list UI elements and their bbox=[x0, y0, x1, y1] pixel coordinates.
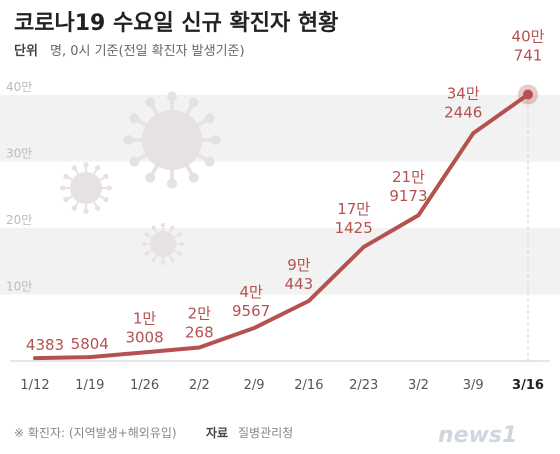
data-label-line: 268 bbox=[185, 324, 214, 342]
x-tick-label: 2/16 bbox=[294, 378, 323, 393]
data-label-line: 40만 bbox=[512, 28, 545, 46]
y-axis-ticks: 10만 20만 30만 40만 bbox=[6, 80, 32, 294]
data-label-line: 1425 bbox=[335, 219, 373, 237]
x-tick-label: 2/2 bbox=[189, 378, 210, 393]
band-0 bbox=[0, 95, 560, 162]
data-label: 5804 bbox=[71, 335, 109, 353]
data-label-line: 741 bbox=[514, 47, 543, 65]
data-label-line: 4만 bbox=[239, 283, 263, 301]
y-tick-label: 20만 bbox=[6, 213, 32, 227]
data-label-line: 9567 bbox=[232, 302, 270, 320]
footnote: ※ 확진자: (지역발생+해외유입) bbox=[14, 426, 177, 440]
data-label-line: 9173 bbox=[389, 187, 427, 205]
y-tick-label: 30만 bbox=[6, 147, 32, 161]
virus-icon-small bbox=[141, 222, 185, 266]
band-1 bbox=[0, 228, 560, 295]
y-tick-label: 10만 bbox=[6, 280, 32, 294]
data-label-line: 443 bbox=[285, 275, 314, 293]
data-label-line: 17만 bbox=[337, 200, 370, 218]
unit-label: 단위 bbox=[14, 43, 38, 59]
virus-decoration bbox=[60, 91, 221, 266]
source-text: 질병관리청 bbox=[238, 426, 293, 440]
chart-title: 코로나19 수요일 신규 확진자 현황 bbox=[14, 11, 338, 36]
x-tick-label: 1/19 bbox=[75, 378, 104, 393]
x-tick-label: 2/9 bbox=[244, 378, 265, 393]
data-label-line: 4383 bbox=[26, 336, 64, 354]
x-tick-label: 3/9 bbox=[463, 378, 484, 393]
x-tick-label: 2/23 bbox=[349, 378, 378, 393]
data-label: 4383 bbox=[26, 336, 64, 354]
unit-description: 명, 0시 기준(전일 확진자 발생기준) bbox=[50, 44, 245, 59]
background-bands bbox=[0, 95, 560, 295]
data-label-line: 1만 bbox=[133, 309, 157, 327]
data-label-line: 5804 bbox=[71, 335, 109, 353]
data-label-line: 21만 bbox=[392, 168, 425, 186]
x-tick-label: 3/16 bbox=[512, 378, 544, 393]
data-label-line: 9만 bbox=[287, 256, 311, 274]
x-tick-label: 1/26 bbox=[130, 378, 159, 393]
y-tick-label: 40만 bbox=[6, 80, 32, 94]
last-point-marker bbox=[523, 89, 533, 100]
series-line bbox=[33, 92, 530, 361]
virus-icon-medium bbox=[60, 162, 112, 214]
news1-logo: news1 bbox=[438, 423, 517, 448]
x-axis-ticks: 1/12 1/19 1/26 2/2 2/9 2/16 2/23 3/2 3/9 3/16 bbox=[20, 378, 544, 393]
data-label-line: 34만 bbox=[447, 84, 480, 102]
x-tick-label: 3/2 bbox=[408, 378, 429, 393]
data-label-line: 2446 bbox=[444, 103, 482, 121]
data-label-line: 2만 bbox=[188, 305, 212, 323]
data-label-line: 3008 bbox=[125, 328, 163, 346]
virus-icon-large bbox=[123, 91, 221, 189]
x-tick-label: 1/12 bbox=[20, 378, 49, 393]
last-point-highlight bbox=[518, 84, 538, 361]
source-label: 자료 bbox=[206, 425, 228, 440]
